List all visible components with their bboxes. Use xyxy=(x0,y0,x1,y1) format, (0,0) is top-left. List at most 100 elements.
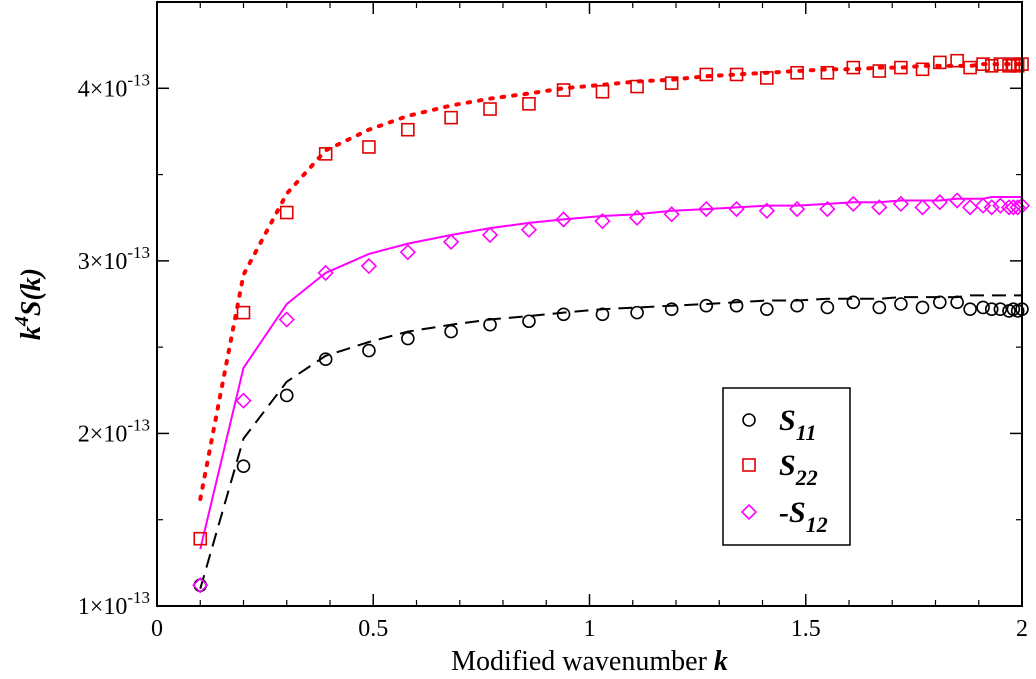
point-square xyxy=(915,62,930,77)
point-square xyxy=(963,60,977,75)
point-square xyxy=(894,60,908,75)
point-circle xyxy=(894,297,908,311)
point-circle xyxy=(556,307,571,322)
point-diamond xyxy=(961,199,979,216)
legend-label-subscript: 11 xyxy=(796,420,817,445)
y-tick-mantissa: 2×10 xyxy=(78,421,128,447)
point-circle xyxy=(362,343,376,358)
point-diamond xyxy=(788,200,806,218)
y-tick-mantissa: 4×10 xyxy=(78,76,128,102)
point-square xyxy=(1002,59,1016,73)
y-tick-label: 2×10-13 xyxy=(78,415,150,447)
point-circle xyxy=(976,300,990,315)
point-circle xyxy=(236,459,251,474)
point-square xyxy=(483,102,497,116)
point-diamond xyxy=(663,206,680,223)
point-square xyxy=(630,79,644,94)
point-diamond xyxy=(892,195,910,213)
point-circle xyxy=(915,300,930,315)
point-circle xyxy=(522,314,536,329)
point-square xyxy=(820,65,835,80)
point-circle xyxy=(760,302,774,316)
point-diamond xyxy=(481,226,499,244)
point-circle xyxy=(699,298,714,313)
point-square xyxy=(976,57,990,71)
point-diamond xyxy=(819,200,836,218)
curve-dotted xyxy=(198,62,1024,501)
legend-label-name: S xyxy=(779,449,796,482)
point-circle xyxy=(872,300,887,315)
point-square xyxy=(760,71,774,85)
point-circle xyxy=(729,298,744,313)
point-diamond xyxy=(594,213,611,230)
x-tick-label: 0.5 xyxy=(358,616,388,642)
point-diamond xyxy=(914,199,931,216)
curve-dashed xyxy=(199,294,1022,589)
point-circle xyxy=(401,331,415,346)
y-tick-mantissa: 1×10 xyxy=(78,594,128,620)
point-circle xyxy=(963,302,977,316)
point-diamond xyxy=(983,199,1000,216)
point-diamond xyxy=(317,264,334,282)
y-tick-exponent: -13 xyxy=(127,415,150,434)
point-square xyxy=(699,67,714,82)
x-tick-label: 1 xyxy=(584,616,596,642)
x-tick-label: 1.5 xyxy=(791,616,821,642)
x-axis-title-text: Modified wavenumber xyxy=(451,646,714,677)
legend-marker-square xyxy=(742,458,756,472)
point-circle xyxy=(318,352,333,367)
point-square xyxy=(993,57,1008,71)
point-diamond xyxy=(948,192,966,209)
point-square xyxy=(1010,59,1025,73)
point-square xyxy=(790,65,804,80)
point-diamond xyxy=(698,200,715,218)
x-axis-title-var: k xyxy=(714,646,728,677)
legend-box xyxy=(722,387,851,546)
legend-label-subscript: 12 xyxy=(806,512,828,537)
point-circle xyxy=(279,388,294,403)
point-circle xyxy=(984,302,999,316)
y-axis-title: k4S(k) xyxy=(11,268,47,340)
point-square xyxy=(595,84,610,99)
point-square xyxy=(950,53,964,68)
point-circle xyxy=(790,298,804,313)
point-square xyxy=(556,83,571,97)
point-diamond xyxy=(399,244,416,261)
y-tick-label: 1×10-13 xyxy=(78,588,150,620)
point-square xyxy=(236,305,251,320)
point-diamond xyxy=(758,202,775,219)
y-tick-label: 4×10-13 xyxy=(78,70,150,102)
point-circle xyxy=(483,317,497,332)
point-circle xyxy=(595,307,610,322)
point-diamond xyxy=(442,233,460,251)
y-axis-title-exp: 4 xyxy=(11,316,33,327)
point-square xyxy=(1006,57,1021,71)
point-circle xyxy=(993,302,1008,316)
legend-label: S11 xyxy=(779,404,816,445)
point-circle xyxy=(933,295,947,310)
legend-label: S22 xyxy=(779,449,818,490)
point-diamond xyxy=(845,195,862,213)
point-square xyxy=(362,140,376,154)
y-tick-exponent: -13 xyxy=(127,243,150,262)
point-diamond xyxy=(1005,199,1022,216)
point-circle xyxy=(820,300,835,315)
y-tick-exponent: -13 xyxy=(127,70,150,89)
curve-solid xyxy=(199,196,1022,550)
point-circle xyxy=(664,302,679,316)
point-square xyxy=(846,60,861,75)
legend-marker-circle xyxy=(742,413,756,427)
point-diamond xyxy=(192,577,209,594)
x-tick-label: 0 xyxy=(151,616,163,642)
y-axis-title-base: k xyxy=(16,326,47,340)
legend-label-subscript: 22 xyxy=(795,465,818,490)
y-tick-label: 3×10-13 xyxy=(78,243,150,275)
fit-curves xyxy=(198,62,1024,589)
legend-marker-diamond xyxy=(740,503,758,521)
point-square xyxy=(318,147,333,161)
point-square xyxy=(444,110,458,125)
point-square xyxy=(933,55,947,70)
point-circle xyxy=(444,324,458,339)
